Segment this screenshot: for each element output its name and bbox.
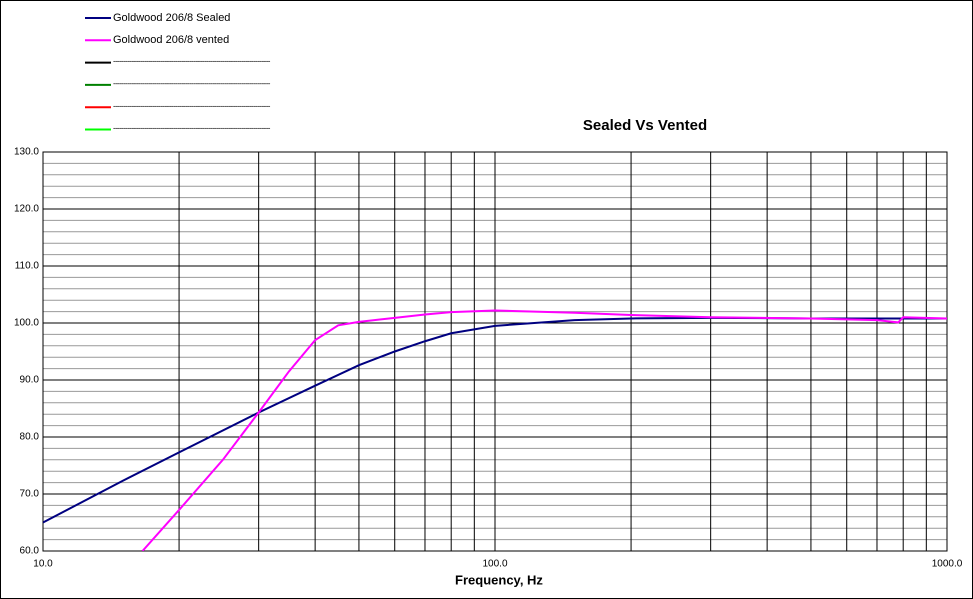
legend-label: Goldwood 206/8 Sealed <box>113 12 230 24</box>
chart-title: Sealed Vs Vented <box>583 117 707 134</box>
legend-label: ----------------------------------------… <box>113 57 271 66</box>
y-tick-label: 80.0 <box>20 432 40 443</box>
y-tick-label: 90.0 <box>20 375 40 386</box>
legend-label: ----------------------------------------… <box>113 124 271 133</box>
x-tick-label: 100.0 <box>482 559 507 570</box>
y-tick-label: 120.0 <box>14 204 39 215</box>
legend-label: Goldwood 206/8 vented <box>113 34 229 46</box>
series-line <box>141 309 947 551</box>
legend-label: ----------------------------------------… <box>113 79 271 88</box>
plot-area <box>42 151 948 552</box>
y-tick-label: 130.0 <box>14 147 39 158</box>
x-axis-label: Frequency, Hz <box>455 572 543 587</box>
y-tick-label: 60.0 <box>20 546 40 557</box>
y-tick-label: 70.0 <box>20 489 40 500</box>
y-tick-label: 110.0 <box>15 261 40 272</box>
legend-label: ----------------------------------------… <box>113 101 271 110</box>
x-tick-label: 1000.0 <box>932 559 963 570</box>
x-tick-label: 10.0 <box>33 559 53 570</box>
y-tick-label: 100.0 <box>14 318 39 329</box>
